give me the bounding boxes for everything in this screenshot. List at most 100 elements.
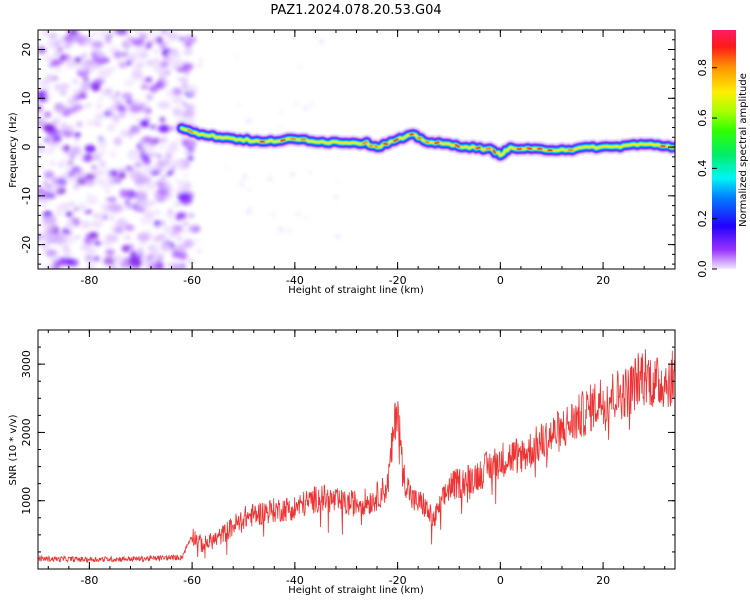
noise-blob bbox=[176, 179, 188, 188]
noise-blob bbox=[164, 152, 173, 160]
noise-blob bbox=[69, 201, 75, 206]
x-tick-label: -40 bbox=[286, 274, 304, 287]
noise-blob bbox=[81, 40, 85, 44]
noise-blob bbox=[127, 55, 136, 63]
noise-blob bbox=[294, 102, 298, 106]
noise-blob bbox=[125, 203, 134, 209]
noise-blob bbox=[303, 105, 309, 111]
colorbar-tick-label: 0.8 bbox=[696, 59, 709, 77]
noise-blob bbox=[150, 170, 159, 176]
noise-blob bbox=[131, 70, 144, 80]
noise-blob bbox=[140, 84, 149, 90]
noise-blob bbox=[71, 78, 80, 85]
spectrogram-panel: -80 -60 -40 -20 0 20 -20 -10 0 10 20 Height of str… bbox=[8, 29, 676, 296]
noise-blob bbox=[109, 179, 115, 184]
noise-blob bbox=[137, 202, 145, 209]
noise-blob bbox=[97, 139, 108, 148]
noise-blob bbox=[174, 178, 179, 182]
noise-blob bbox=[73, 33, 84, 43]
noise-blob bbox=[124, 200, 130, 205]
noise-blob bbox=[91, 165, 97, 170]
noise-blob bbox=[147, 247, 152, 251]
noise-blob bbox=[84, 144, 97, 153]
noise-blob bbox=[90, 152, 102, 161]
noise-blob bbox=[66, 125, 75, 133]
noise-blob bbox=[127, 151, 141, 161]
colorbar-label: Normalized spectral amplitude bbox=[738, 73, 749, 227]
noise-blob bbox=[113, 137, 123, 146]
noise-blob bbox=[267, 176, 272, 182]
noise-blob bbox=[83, 210, 89, 214]
noise-blob bbox=[175, 224, 183, 230]
noise-blob bbox=[40, 119, 47, 125]
noise-blob bbox=[103, 168, 111, 173]
noise-blob bbox=[176, 187, 184, 194]
noise-blob bbox=[171, 262, 182, 269]
signal-track-peak bbox=[475, 146, 481, 150]
y-tick-label: 1000 bbox=[20, 487, 33, 515]
noise-blob bbox=[133, 30, 143, 35]
noise-blob bbox=[54, 104, 65, 114]
noise-blob bbox=[85, 173, 96, 181]
noise-blob bbox=[97, 69, 111, 78]
noise-blob bbox=[287, 228, 292, 233]
noise-blob bbox=[183, 239, 194, 248]
noise-blob bbox=[42, 215, 57, 225]
noise-blob bbox=[143, 255, 148, 259]
noise-blob bbox=[113, 50, 123, 59]
noise-blob bbox=[188, 213, 194, 218]
noise-blob bbox=[82, 76, 90, 82]
noise-blob bbox=[95, 122, 102, 127]
noise-blob bbox=[106, 124, 116, 131]
noise-blob bbox=[159, 220, 165, 226]
noise-blob bbox=[92, 213, 98, 218]
noise-blob bbox=[187, 147, 195, 153]
snr-panel: -80 -60 -40 -20 0 20 1000 2000 3000 Height of st… bbox=[8, 329, 676, 596]
colorbar-tick-label: 0.6 bbox=[696, 109, 709, 127]
noise-blob bbox=[50, 58, 64, 67]
noise-blob bbox=[141, 78, 146, 83]
noise-blob bbox=[148, 264, 158, 269]
noise-blob bbox=[119, 189, 129, 198]
noise-blob bbox=[150, 256, 159, 264]
noise-blob bbox=[145, 183, 156, 190]
noise-blob bbox=[134, 51, 138, 55]
noise-blob bbox=[304, 216, 308, 220]
noise-blob bbox=[170, 188, 176, 193]
noise-blob bbox=[151, 137, 161, 144]
noise-blob bbox=[183, 41, 192, 48]
noise-blob bbox=[139, 33, 148, 41]
noise-blob bbox=[337, 179, 340, 183]
noise-blob bbox=[122, 259, 130, 265]
signal-track-peak bbox=[492, 149, 497, 155]
noise-blob bbox=[158, 235, 170, 244]
noise-blob bbox=[99, 149, 106, 155]
y-tick-label: 10 bbox=[20, 91, 33, 105]
noise-blob bbox=[54, 115, 62, 123]
noise-blob bbox=[46, 236, 55, 244]
snr-series-line bbox=[38, 349, 675, 564]
noise-blob bbox=[116, 105, 125, 112]
noise-blob bbox=[246, 118, 252, 124]
noise-blob bbox=[95, 179, 104, 185]
noise-blob bbox=[99, 160, 106, 168]
noise-blob bbox=[170, 233, 176, 237]
noise-blob bbox=[168, 209, 173, 213]
noise-blob bbox=[271, 212, 275, 217]
noise-blob bbox=[75, 235, 80, 239]
noise-blob bbox=[187, 155, 194, 162]
noise-blob bbox=[109, 150, 117, 158]
noise-blob bbox=[158, 144, 165, 150]
noise-blob bbox=[101, 88, 114, 97]
noise-blob bbox=[38, 262, 42, 268]
y-tick-label: -10 bbox=[20, 187, 33, 205]
noise-blob bbox=[122, 41, 127, 45]
noise-blob bbox=[139, 152, 150, 161]
noise-blob bbox=[147, 95, 153, 100]
noise-blob bbox=[98, 30, 110, 38]
noise-blob bbox=[247, 188, 251, 192]
noise-blob bbox=[110, 104, 119, 111]
noise-blob bbox=[211, 121, 214, 125]
noise-blob bbox=[137, 232, 151, 242]
signal-track-peak bbox=[362, 140, 368, 145]
